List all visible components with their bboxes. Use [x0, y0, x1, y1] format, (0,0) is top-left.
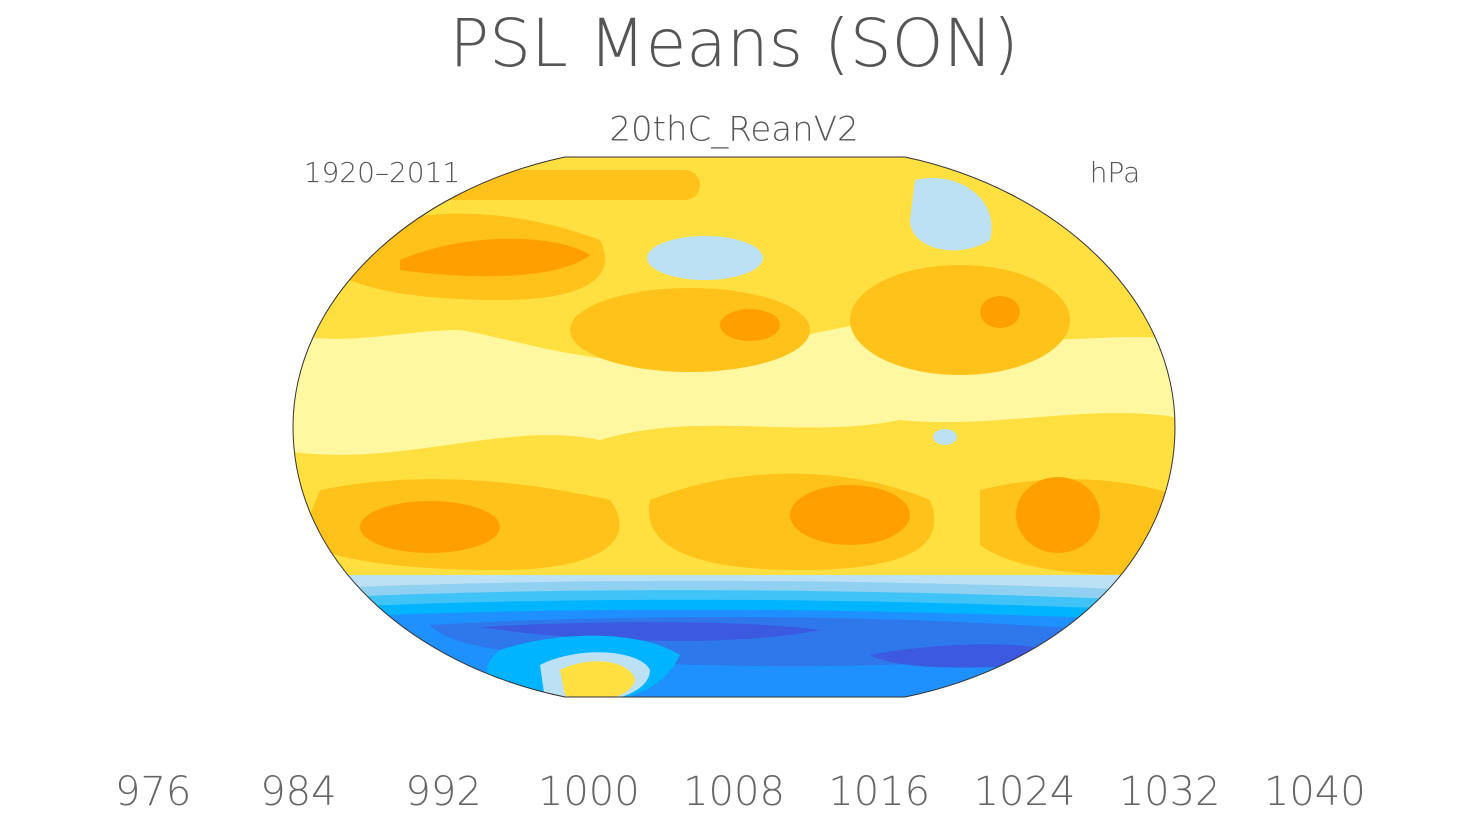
colorbar-tick-label: 1000 — [538, 769, 640, 815]
pressure-region — [850, 265, 1070, 375]
pressure-region — [910, 178, 992, 251]
pressure-region — [933, 429, 957, 445]
pressure-region — [360, 501, 500, 553]
colorbar-tick-label: 1024 — [974, 769, 1076, 815]
colorbar-tick-label: 976 — [115, 769, 191, 815]
subtitle: 20thC_ReanV2 — [609, 110, 858, 150]
pressure-region — [400, 238, 590, 277]
colorbar-tick-label: 992 — [405, 769, 481, 815]
pressure-region — [720, 309, 780, 341]
colorbar-tick-label: 1008 — [683, 769, 785, 815]
title: PSL Means (SON) — [449, 5, 1018, 82]
pressure-region — [560, 661, 635, 697]
pressure-region — [980, 296, 1020, 328]
colorbar-tick-label: 984 — [260, 769, 336, 815]
pressure-region — [1016, 477, 1100, 553]
pressure-region — [647, 236, 763, 280]
pressure-region — [480, 622, 820, 641]
colorbar-tick-label: 1040 — [1264, 769, 1366, 815]
pressure-region — [790, 485, 910, 545]
colorbar-tick-label: 1016 — [828, 769, 930, 815]
map-fields — [293, 157, 1175, 697]
period-label: 1920–2011 — [304, 156, 461, 189]
map-outline — [292, 156, 1176, 698]
units-label: hPa — [1090, 156, 1141, 189]
colorbar: 976 984 992 1000 1008 1016 1024 1032 1040 — [115, 769, 1366, 815]
colorbar-tick-label: 1032 — [1119, 769, 1221, 815]
